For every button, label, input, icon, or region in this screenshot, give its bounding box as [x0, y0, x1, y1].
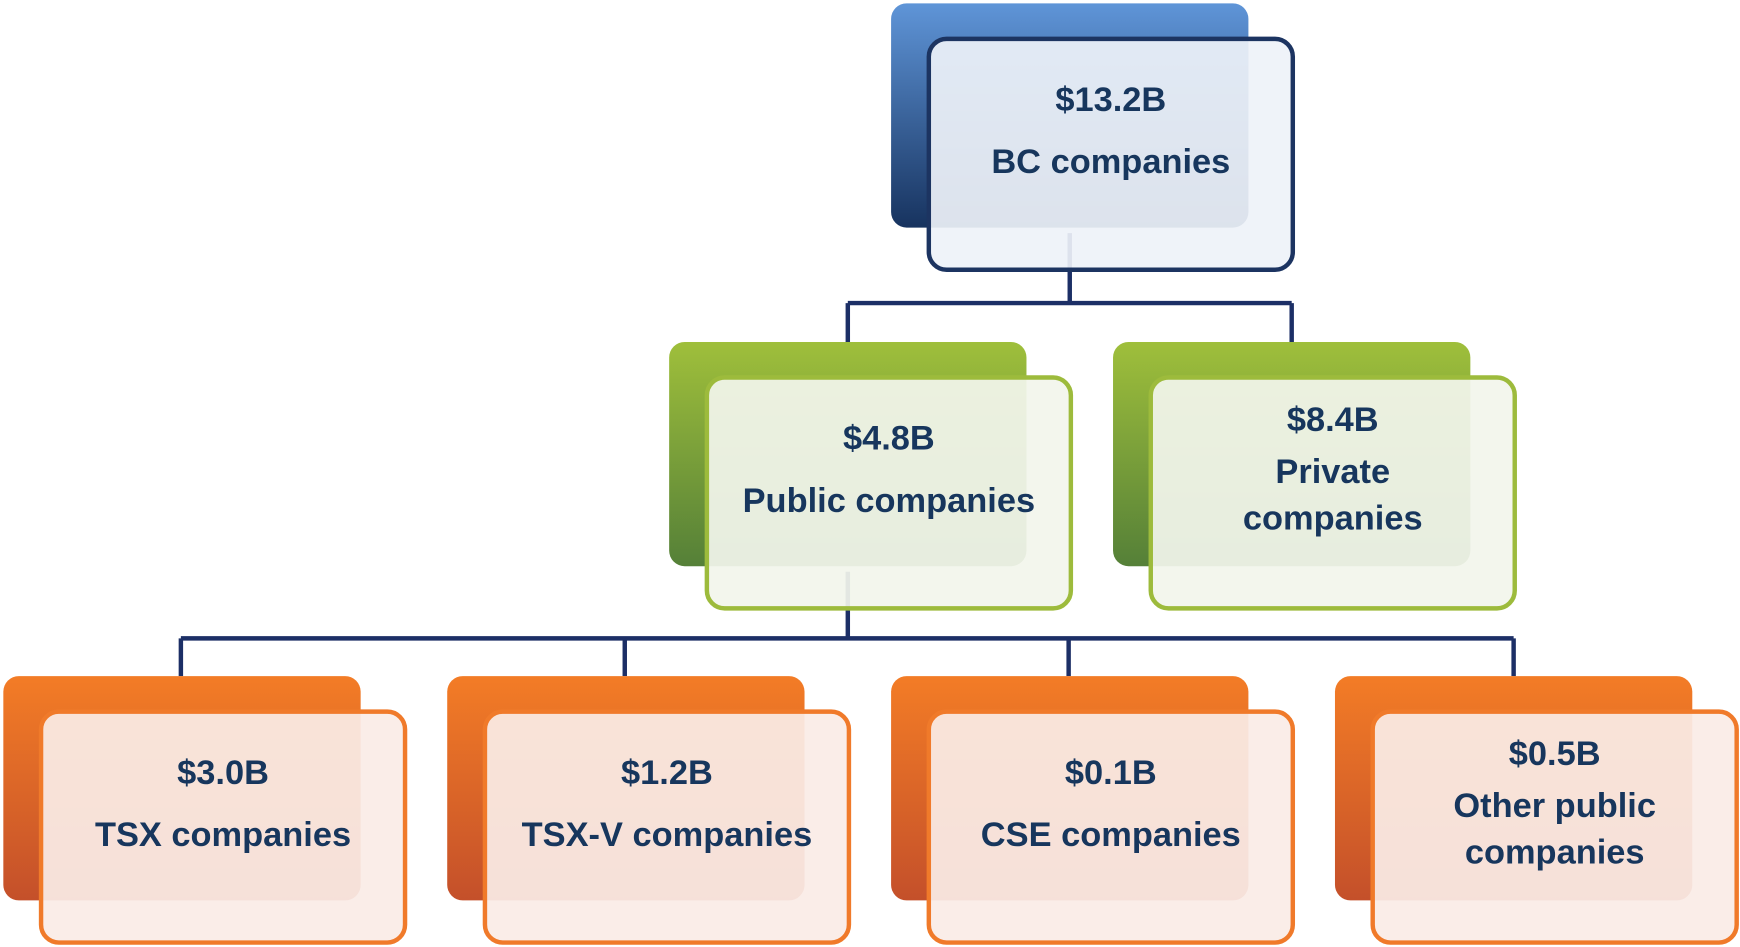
node-amount: $8.4B [1286, 399, 1379, 439]
node-amount: $3.0B [177, 752, 269, 792]
node-amount: $13.2B [1055, 79, 1167, 119]
node-label: Other public companies [1453, 786, 1656, 872]
node-amount: $0.5B [1508, 733, 1601, 773]
node-front [926, 709, 1296, 945]
node-label: CSE companies [980, 814, 1241, 854]
node-amount: $0.1B [1064, 752, 1157, 792]
node: $0.5B Other public companies [1373, 687, 1737, 920]
node-label: Public companies [742, 480, 1036, 520]
node-front [1370, 709, 1739, 945]
node-label: BC companies [991, 142, 1231, 181]
node-label: TSX-V companies [521, 814, 813, 854]
node-front [704, 375, 1074, 611]
node-front [926, 36, 1296, 272]
node-label: Private companies [1242, 452, 1423, 538]
node-amount: $1.2B [621, 752, 713, 792]
node-front [1148, 375, 1517, 611]
node: $1.2B TSX-V companies [485, 687, 849, 920]
node-label: TSX companies [94, 814, 352, 854]
node: $8.4B Private companies [1151, 353, 1515, 586]
node: $3.0B TSX companies [41, 687, 405, 920]
node: $0.1B CSE companies [929, 687, 1293, 920]
node: $13.2B BC companies [929, 14, 1293, 247]
node-front [482, 709, 852, 945]
node-amount: $4.8B [842, 418, 935, 458]
node: $4.8B Public companies [707, 353, 1071, 586]
node-front [38, 709, 408, 945]
